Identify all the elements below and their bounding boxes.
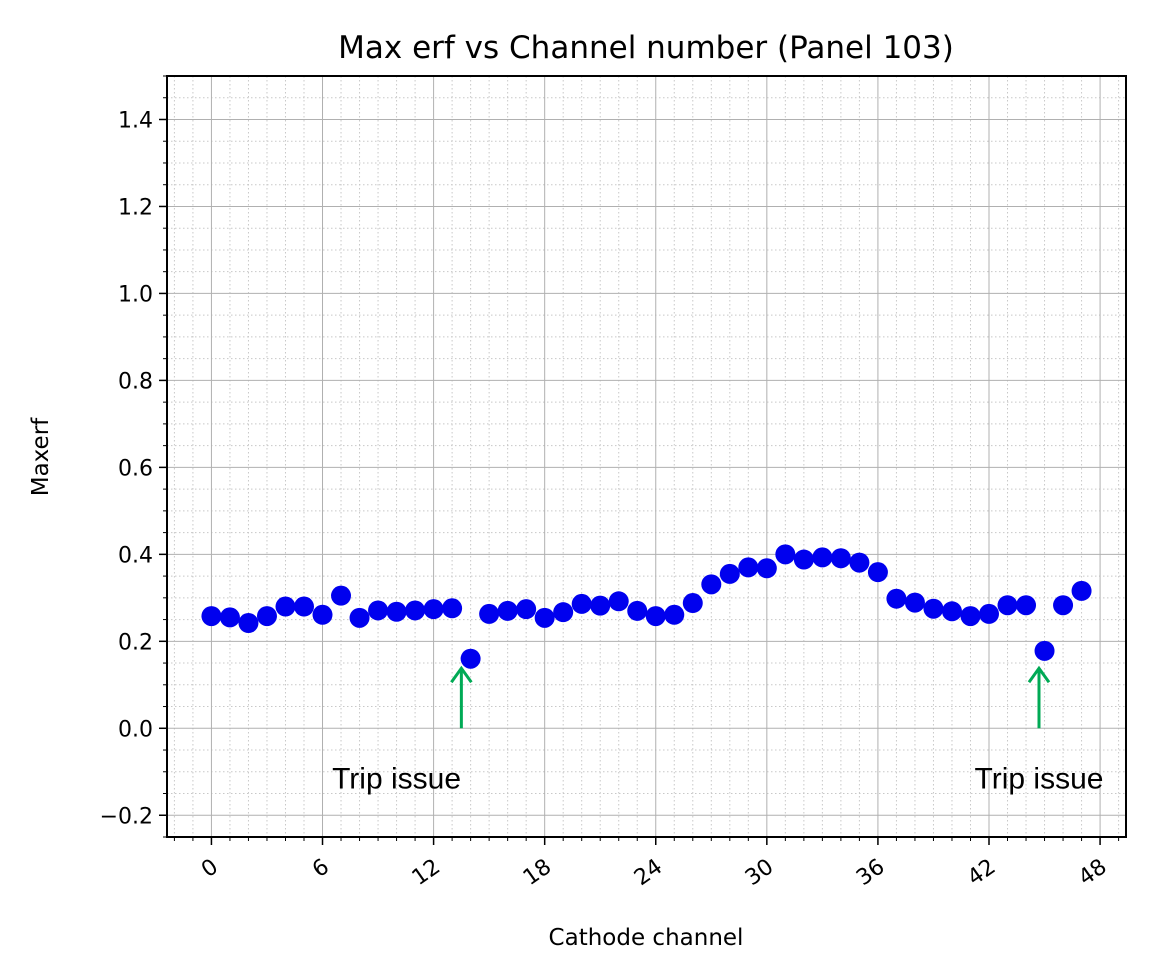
data-point bbox=[719, 563, 740, 584]
y-tick-label: −0.2 bbox=[100, 804, 153, 829]
plot-area-frame bbox=[166, 75, 1127, 838]
data-point bbox=[627, 600, 648, 621]
data-point bbox=[960, 606, 981, 627]
data-point bbox=[756, 558, 777, 579]
data-point bbox=[442, 598, 463, 619]
data-point bbox=[923, 598, 944, 619]
y-tick-label: 0.6 bbox=[118, 456, 153, 481]
y-tick-label: 0.4 bbox=[118, 543, 153, 568]
data-point bbox=[738, 557, 759, 578]
data-point bbox=[1053, 595, 1074, 616]
data-point bbox=[460, 648, 481, 669]
trip-issue-label: Trip issue bbox=[332, 762, 461, 795]
data-point bbox=[534, 607, 555, 628]
data-point bbox=[349, 607, 370, 628]
data-point bbox=[997, 595, 1018, 616]
chart-title: Max erf vs Channel number (Panel 103) bbox=[338, 30, 954, 66]
trip-issue-label: Trip issue bbox=[975, 762, 1104, 795]
data-point bbox=[867, 562, 888, 583]
data-point bbox=[553, 602, 574, 623]
annotations: Trip issue Trip issue bbox=[332, 665, 1104, 795]
trip-arrow-head bbox=[450, 665, 473, 684]
x-axis-label: Cathode channel bbox=[549, 925, 744, 951]
data-point bbox=[830, 548, 851, 569]
data-point bbox=[1071, 580, 1092, 601]
data-point bbox=[368, 600, 389, 621]
data-point bbox=[571, 593, 592, 614]
y-tick-label: 0.2 bbox=[118, 630, 153, 655]
data-point bbox=[590, 595, 611, 616]
major-grid bbox=[167, 76, 1126, 837]
y-tick-label: 1.4 bbox=[118, 108, 153, 133]
data-point bbox=[1016, 595, 1037, 616]
data-point bbox=[479, 603, 500, 624]
data-point bbox=[201, 606, 222, 627]
data-point bbox=[219, 607, 240, 628]
data-point bbox=[294, 596, 314, 617]
data-point bbox=[497, 600, 518, 621]
y-tick-label: 0.0 bbox=[118, 717, 153, 742]
data-point bbox=[1034, 640, 1055, 661]
data-point bbox=[904, 592, 925, 613]
data-point bbox=[701, 574, 722, 595]
data-point bbox=[941, 601, 962, 622]
data-point bbox=[886, 588, 907, 609]
trip-arrow-head bbox=[1027, 665, 1051, 684]
data-point bbox=[256, 606, 277, 627]
data-point bbox=[793, 549, 814, 570]
data-point bbox=[664, 604, 685, 625]
y-tick-label: 1.0 bbox=[118, 282, 153, 307]
y-tick-label: 1.2 bbox=[118, 195, 153, 220]
y-axis-label: Maxerf bbox=[28, 417, 54, 496]
data-point bbox=[682, 593, 703, 614]
data-point bbox=[405, 600, 426, 621]
data-point bbox=[645, 606, 666, 627]
data-point bbox=[849, 552, 870, 573]
data-point bbox=[812, 547, 833, 568]
data-point bbox=[608, 591, 629, 612]
data-point bbox=[423, 599, 444, 620]
data-point bbox=[386, 601, 407, 622]
y-tick-label: 0.8 bbox=[118, 369, 153, 394]
data-point bbox=[275, 596, 296, 617]
data-point bbox=[775, 544, 796, 565]
data-points bbox=[201, 544, 1092, 669]
data-point bbox=[331, 585, 352, 606]
data-point bbox=[979, 603, 999, 624]
data-point bbox=[516, 599, 537, 620]
data-point bbox=[312, 604, 333, 625]
data-point bbox=[238, 613, 259, 634]
minor-grid bbox=[167, 75, 1126, 838]
